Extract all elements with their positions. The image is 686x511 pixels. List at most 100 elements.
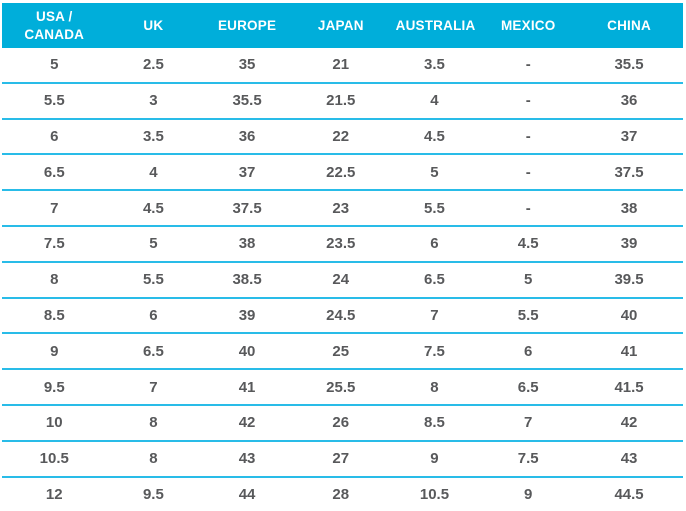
table-cell: 10.5 <box>2 439 107 477</box>
table-cell: 44 <box>200 475 294 511</box>
table-cell: 38 <box>575 189 683 226</box>
table-cell: 23.5 <box>293 224 388 262</box>
table-cell: 6.5 <box>2 153 107 191</box>
table-cell: 39.5 <box>575 260 683 298</box>
table-cell: 41 <box>200 368 294 405</box>
table-cell: 9 <box>2 332 107 370</box>
table-cell: 4.5 <box>106 189 201 226</box>
table-cell: 8.5 <box>2 296 107 334</box>
table-cell: 41 <box>575 332 683 370</box>
table-cell: 7 <box>481 403 576 441</box>
table-cell: - <box>481 117 576 155</box>
table-row: 6.5 4 37 22.5 5-37.5 <box>2 153 683 191</box>
table-row: 10 8 42 26 8.5 7 42 <box>2 403 683 441</box>
column-header: CHINA <box>575 3 683 48</box>
table-cell: 6 <box>2 117 107 155</box>
column-header: JAPAN <box>293 3 388 48</box>
table-cell: 6.5 <box>106 332 201 370</box>
table-cell: 3.5 <box>387 48 482 83</box>
table-cell: 8.5 <box>387 403 482 441</box>
table-cell: 6.5 <box>387 260 482 298</box>
table-cell: 43 <box>575 439 683 477</box>
table-row: 5.5 3 35.5 21.5 4-36 <box>2 81 683 119</box>
table-cell: - <box>481 81 576 119</box>
table-cell: 25.5 <box>293 368 388 405</box>
table-cell: 6.5 <box>481 368 576 405</box>
table-cell: 44.5 <box>575 475 683 511</box>
table-row: 7 4.5 37.5 23 5.5-38 <box>2 189 683 226</box>
size-table-head: USA / CANADA UK EUROPE JAPAN AUSTRALIA MEXICO… <box>2 3 683 48</box>
table-cell: 7 <box>106 368 201 405</box>
table-cell: 9 <box>387 439 482 477</box>
table-cell: 4 <box>387 81 482 119</box>
table-cell: 7.5 <box>2 224 107 262</box>
table-cell: 9.5 <box>106 475 201 511</box>
table-cell: 37 <box>575 117 683 155</box>
table-cell: 36 <box>200 117 294 155</box>
table-cell: 21.5 <box>293 81 388 119</box>
table-cell: 23 <box>293 189 388 226</box>
table-cell: 6 <box>387 224 482 262</box>
table-cell: 27 <box>293 439 388 477</box>
table-cell: 39 <box>200 296 294 334</box>
table-cell: 7 <box>387 296 482 334</box>
table-cell: 8 <box>106 439 201 477</box>
size-table-body: 5 2.5 35 21 3.5-35.5 5.5 3 35.5 21.5 4-36 6 3.5 36 22… <box>2 48 683 511</box>
table-cell: 21 <box>293 48 388 83</box>
table-cell: 6 <box>481 332 576 370</box>
table-row: 8 5.5 38.5 24 6.5 5 39.5 <box>2 260 683 298</box>
table-cell: 3 <box>106 81 201 119</box>
table-cell: 5 <box>106 224 201 262</box>
table-cell: 8 <box>2 260 107 298</box>
table-cell: 7.5 <box>387 332 482 370</box>
table-cell: 5.5 <box>387 189 482 226</box>
table-cell: 6 <box>106 296 201 334</box>
column-header: AUSTRALIA <box>387 3 482 48</box>
table-row: 12 9.5 44 28 10.5 9 44.5 <box>2 475 683 511</box>
table-cell: 39 <box>575 224 683 262</box>
table-cell: 22 <box>293 117 388 155</box>
table-cell: 42 <box>575 403 683 441</box>
table-cell: 12 <box>2 475 107 511</box>
table-cell: 37 <box>200 153 294 191</box>
table-cell: 7.5 <box>481 439 576 477</box>
table-cell: 7 <box>2 189 107 226</box>
table-cell: 8 <box>106 403 201 441</box>
header-row: USA / CANADA UK EUROPE JAPAN AUSTRALIA MEXICO… <box>2 3 683 48</box>
table-cell: 4.5 <box>481 224 576 262</box>
table-cell: 10 <box>2 403 107 441</box>
table-cell: 4 <box>106 153 201 191</box>
table-cell: 26 <box>293 403 388 441</box>
table-cell: 42 <box>200 403 294 441</box>
table-cell: 40 <box>575 296 683 334</box>
table-cell: 5 <box>2 48 107 83</box>
table-cell: 5 <box>481 260 576 298</box>
table-cell: 3.5 <box>106 117 201 155</box>
table-cell: 5.5 <box>2 81 107 119</box>
table-cell: 36 <box>575 81 683 119</box>
table-cell: 5 <box>387 153 482 191</box>
table-row: 9.5 7 41 25.5 8 6.5 41.5 <box>2 368 683 405</box>
table-cell: 8 <box>387 368 482 405</box>
column-header: EUROPE <box>200 3 294 48</box>
table-cell: 43 <box>200 439 294 477</box>
table-row: 7.5 5 38 23.5 6 4.5 39 <box>2 224 683 262</box>
table-cell: 24 <box>293 260 388 298</box>
table-cell: 4.5 <box>387 117 482 155</box>
table-cell: 9 <box>481 475 576 511</box>
column-header: MEXICO <box>481 3 576 48</box>
column-header: UK <box>106 3 201 48</box>
table-row: 5 2.5 35 21 3.5-35.5 <box>2 48 683 83</box>
table-cell: - <box>481 189 576 226</box>
table-cell: 28 <box>293 475 388 511</box>
table-cell: 41.5 <box>575 368 683 405</box>
table-cell: 5.5 <box>481 296 576 334</box>
table-cell: 24.5 <box>293 296 388 334</box>
table-cell: 35.5 <box>575 48 683 83</box>
table-cell: 38 <box>200 224 294 262</box>
table-cell: 5.5 <box>106 260 201 298</box>
table-cell: 37.5 <box>200 189 294 226</box>
table-cell: 35 <box>200 48 294 83</box>
table-cell: 37.5 <box>575 153 683 191</box>
